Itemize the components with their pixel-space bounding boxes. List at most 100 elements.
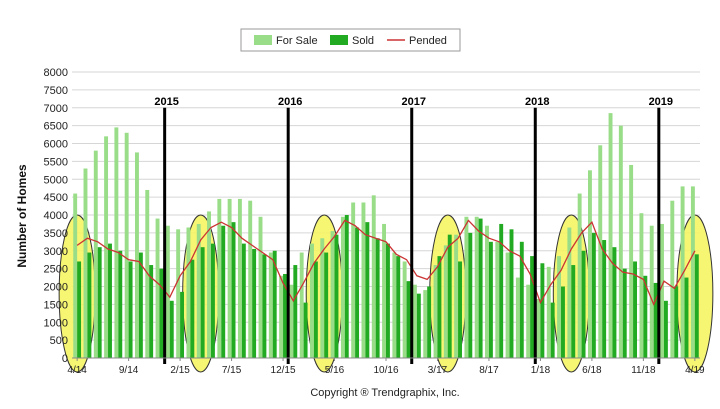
bar-for-sale [320, 238, 325, 358]
bar-for-sale [217, 198, 222, 358]
bar-sold [633, 261, 637, 358]
y-tick-label: 6500 [44, 121, 68, 133]
bar-for-sale [371, 195, 376, 358]
year-marker-label: 2016 [278, 96, 302, 108]
bars-layer [73, 113, 699, 358]
bar-sold [447, 234, 452, 358]
bar-sold [488, 241, 493, 358]
bar-sold [509, 229, 514, 358]
bar-for-sale [515, 277, 520, 358]
y-tick-label: 1500 [44, 299, 68, 311]
bar-for-sale [310, 243, 314, 358]
bar-sold [643, 275, 648, 358]
bar-for-sale [351, 202, 356, 358]
bar-for-sale [433, 265, 438, 358]
legend-swatch-sold [330, 35, 348, 45]
bar-for-sale [649, 225, 654, 358]
bar-sold [87, 252, 92, 358]
y-axis-label: Number of Homes [15, 164, 29, 268]
bar-for-sale [392, 252, 397, 358]
bar-sold [324, 252, 329, 358]
bar-for-sale [660, 223, 664, 358]
x-tick-label: 2/15 [170, 365, 190, 376]
x-tick-label: 3/17 [428, 365, 448, 376]
bar-for-sale [83, 168, 88, 358]
y-tick-label: 2500 [44, 264, 68, 276]
bar-sold [118, 250, 123, 358]
x-tick-label: 6/18 [582, 365, 602, 376]
bar-sold [540, 263, 545, 358]
bar-for-sale [577, 193, 582, 358]
y-tick-label: 3500 [44, 228, 68, 240]
bar-sold [313, 261, 318, 358]
bar-sold [386, 243, 390, 358]
bar-for-sale [495, 241, 500, 358]
bar-sold [180, 291, 185, 358]
year-markers: 2015 2016 2017 2018 2019 [154, 96, 673, 364]
x-tick-label: 7/15 [222, 365, 242, 376]
bar-sold [612, 247, 617, 358]
x-tick-label: 8/17 [479, 365, 499, 376]
bar-sold [365, 222, 370, 358]
bar-for-sale [176, 229, 181, 358]
bar-sold [149, 265, 154, 358]
bar-for-sale [505, 252, 510, 358]
y-tick-label: 2000 [44, 282, 68, 294]
bar-sold [694, 254, 699, 358]
bar-sold [458, 261, 462, 358]
bar-sold [138, 252, 143, 358]
bar-for-sale [340, 216, 345, 358]
legend-label-pended: Pended [409, 35, 447, 47]
bar-sold [303, 302, 308, 358]
bar-for-sale [474, 216, 479, 358]
bar-for-sale [165, 225, 170, 358]
legend-box [240, 28, 461, 52]
bar-sold [519, 241, 524, 358]
bar-for-sale [443, 245, 448, 358]
bar-for-sale [124, 132, 129, 358]
y-tick-label: 6000 [44, 139, 68, 151]
bar-sold [653, 282, 658, 358]
bar-for-sale [227, 198, 232, 358]
y-tick-label: 500 [50, 335, 68, 347]
bar-for-sale [382, 223, 386, 358]
bar-for-sale [454, 234, 459, 358]
bar-sold [190, 259, 195, 358]
bar-for-sale [330, 231, 335, 358]
bar-for-sale [680, 186, 685, 358]
y-tick-label: 8000 [44, 67, 68, 79]
bar-for-sale [93, 150, 98, 358]
bar-sold [159, 268, 164, 358]
year-marker-label: 2019 [649, 96, 673, 108]
bar-sold [591, 232, 596, 358]
bar-sold [550, 302, 555, 358]
y-tick-label: 4500 [44, 192, 68, 204]
bar-sold [468, 232, 473, 358]
bar-for-sale [536, 299, 541, 358]
x-tick-label: 4/14 [67, 365, 87, 376]
y-tick-label: 4000 [44, 210, 68, 222]
bar-for-sale [237, 198, 242, 358]
bar-for-sale [485, 225, 489, 358]
bar-sold [108, 243, 112, 358]
bar-sold [128, 261, 133, 358]
bar-for-sale [207, 211, 211, 358]
year-marker-label: 2018 [525, 96, 549, 108]
bar-for-sale [258, 216, 263, 358]
bar-for-sale [690, 186, 695, 358]
legend: For Sale Sold Pended [240, 28, 461, 52]
bar-sold [530, 256, 535, 358]
bar-sold [221, 225, 226, 358]
bar-sold [416, 293, 421, 358]
bar-sold [200, 247, 205, 358]
bar-for-sale [587, 170, 592, 358]
year-marker-label: 2015 [154, 96, 178, 108]
axis-layer: 0 500 1000 1500 2000 2500 3000 3500 4000 4500 5000… [44, 67, 706, 376]
bar-sold [571, 265, 576, 358]
bar-sold [231, 222, 236, 358]
x-tick-label: 11/18 [631, 365, 656, 376]
bar-sold [293, 265, 298, 358]
legend-label-sold: Sold [352, 35, 374, 47]
pended-line [76, 219, 696, 307]
